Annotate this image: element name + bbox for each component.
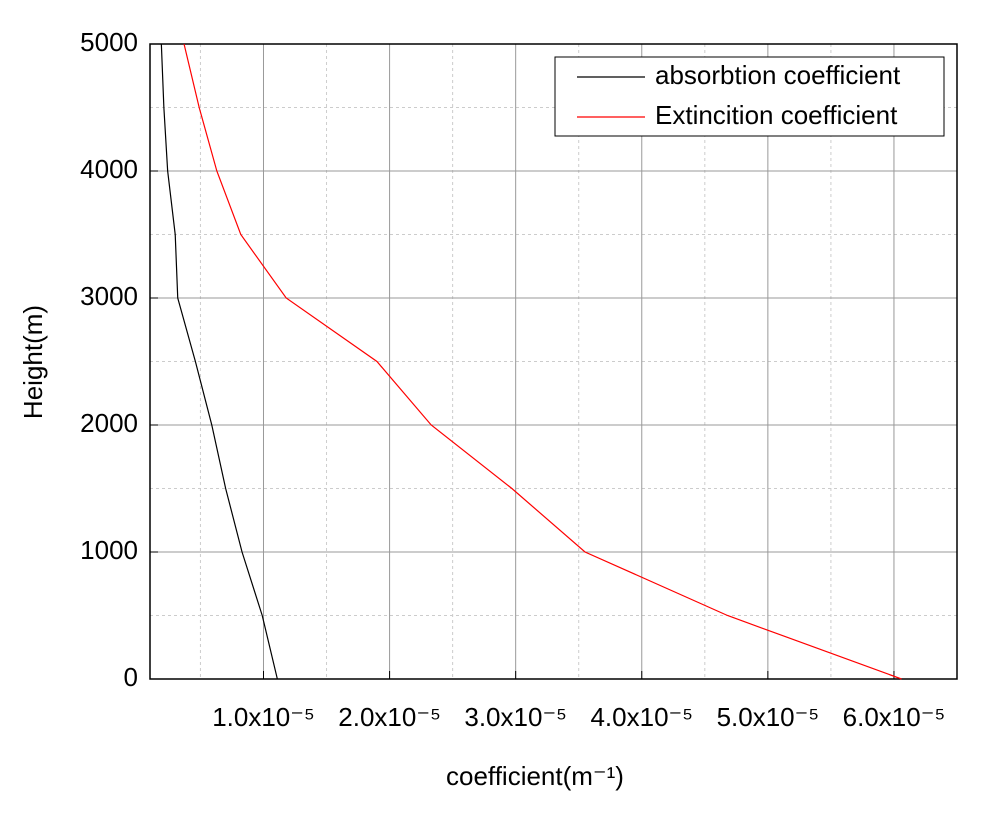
y-tick-label: 3000 bbox=[80, 281, 138, 311]
x-axis-label: coefficient(m⁻¹) bbox=[446, 761, 624, 791]
plot-frame bbox=[149, 43, 958, 680]
legend-box bbox=[554, 56, 945, 137]
x-tick-label: 3.0x10⁻⁵ bbox=[464, 702, 567, 732]
x-tick-label: 4.0x10⁻⁵ bbox=[590, 702, 693, 732]
x-tick-label: 1.0x10⁻⁵ bbox=[212, 702, 315, 732]
x-tick-label: 6.0x10⁻⁵ bbox=[843, 702, 946, 732]
legend-label: Extincition coefficient bbox=[655, 100, 898, 130]
y-tick-label: 2000 bbox=[80, 408, 138, 438]
y-tick-label: 1000 bbox=[80, 535, 138, 565]
y-axis-label: Height(m) bbox=[18, 305, 48, 419]
y-tick-label: 0 bbox=[124, 662, 138, 692]
legend-label: absorbtion coefficient bbox=[655, 60, 901, 90]
y-tick-label: 5000 bbox=[80, 27, 138, 57]
series-line bbox=[183, 43, 902, 680]
series-line bbox=[160, 43, 278, 680]
y-tick-label: 4000 bbox=[80, 154, 138, 184]
x-tick-label: 5.0x10⁻⁵ bbox=[717, 702, 820, 732]
x-tick-label: 2.0x10⁻⁵ bbox=[338, 702, 441, 732]
